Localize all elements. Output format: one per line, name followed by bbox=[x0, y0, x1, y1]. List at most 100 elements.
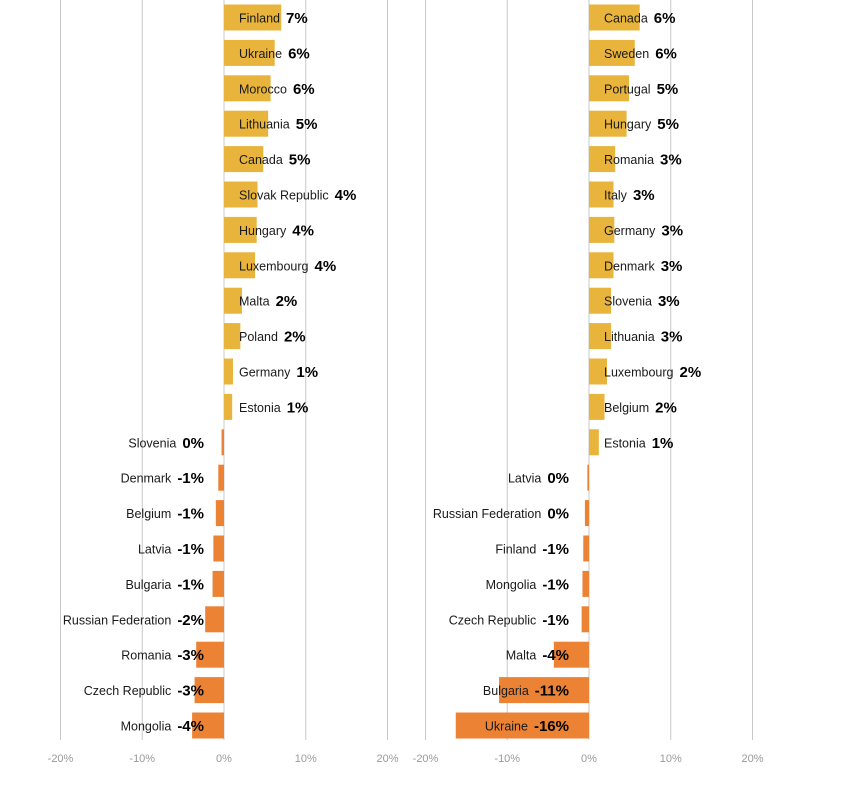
category-label: Finland bbox=[495, 543, 536, 557]
category-label: Sweden bbox=[604, 47, 649, 61]
x-tick-label: -10% bbox=[494, 753, 520, 765]
data-label: -4% bbox=[542, 647, 569, 664]
data-label: 3% bbox=[661, 258, 683, 275]
category-label: Malta bbox=[506, 649, 537, 663]
data-label: 3% bbox=[661, 222, 683, 239]
data-label: 4% bbox=[315, 258, 337, 275]
x-tick-label: 0% bbox=[216, 753, 232, 765]
bar bbox=[192, 712, 224, 739]
bar bbox=[589, 252, 614, 279]
data-label: -1% bbox=[177, 506, 204, 523]
bar bbox=[194, 677, 224, 704]
data-label: -16% bbox=[534, 718, 569, 735]
bar bbox=[224, 4, 282, 31]
data-label: -1% bbox=[542, 612, 569, 629]
category-label: Italy bbox=[604, 189, 628, 203]
bar bbox=[589, 4, 640, 31]
bar bbox=[553, 641, 589, 668]
bar bbox=[583, 535, 589, 562]
bar bbox=[205, 606, 224, 633]
data-label: -3% bbox=[177, 683, 204, 700]
category-label: Germany bbox=[239, 366, 291, 380]
x-tick-label: 20% bbox=[376, 753, 398, 765]
category-label: Malta bbox=[239, 295, 270, 309]
category-label: Luxembourg bbox=[604, 366, 674, 380]
bar bbox=[224, 110, 269, 137]
data-label: -11% bbox=[535, 683, 569, 700]
category-label: Ukraine bbox=[239, 47, 282, 61]
data-label: 5% bbox=[296, 116, 318, 133]
data-label: 5% bbox=[657, 81, 679, 98]
category-label: Belgium bbox=[126, 507, 171, 521]
category-label: Slovenia bbox=[604, 295, 652, 309]
bar bbox=[589, 146, 616, 173]
category-label: Hungary bbox=[239, 224, 287, 238]
category-label: Luxembourg bbox=[239, 259, 309, 273]
x-tick-label: -10% bbox=[129, 753, 155, 765]
category-label: Bulgaria bbox=[125, 578, 171, 592]
bar bbox=[224, 358, 233, 385]
bar bbox=[213, 535, 224, 562]
category-label: Morocco bbox=[239, 82, 287, 96]
category-label: Latvia bbox=[138, 543, 171, 557]
bar bbox=[589, 216, 615, 243]
category-label: Denmark bbox=[604, 259, 655, 273]
category-label: Finland bbox=[239, 12, 280, 26]
data-label: -1% bbox=[177, 470, 204, 487]
data-label: 0% bbox=[547, 470, 569, 487]
bar bbox=[589, 181, 614, 208]
bar bbox=[224, 181, 258, 208]
category-label: Canada bbox=[604, 12, 648, 26]
category-label: Romania bbox=[604, 153, 654, 167]
category-label: Denmark bbox=[121, 472, 172, 486]
data-label: 6% bbox=[654, 10, 676, 27]
bar bbox=[455, 712, 589, 739]
bar bbox=[224, 39, 275, 66]
data-label: 2% bbox=[276, 293, 298, 310]
data-label: 6% bbox=[288, 45, 310, 62]
bar bbox=[224, 323, 241, 350]
category-label: Ukraine bbox=[485, 720, 528, 734]
x-tick-label: 10% bbox=[660, 753, 682, 765]
category-label: Bulgaria bbox=[483, 684, 529, 698]
category-label: Mongolia bbox=[486, 578, 537, 592]
bar bbox=[215, 500, 224, 527]
data-label: 5% bbox=[289, 152, 311, 169]
bar bbox=[224, 252, 256, 279]
x-tick-label: 0% bbox=[581, 753, 597, 765]
x-tick-label: 20% bbox=[741, 753, 763, 765]
data-label: -1% bbox=[177, 541, 204, 558]
bar bbox=[589, 110, 627, 137]
category-label: Canada bbox=[239, 153, 283, 167]
bar bbox=[589, 393, 605, 420]
bar bbox=[224, 393, 233, 420]
chart-panel-left: -20% -10% 0% 10% 20% Finland 7% Ukraine 6% Morocc… bbox=[48, 0, 399, 765]
category-label: Lithuania bbox=[239, 118, 290, 132]
bar bbox=[224, 216, 257, 243]
category-label: Belgium bbox=[604, 401, 649, 415]
category-label: Romania bbox=[121, 649, 171, 663]
data-label: -3% bbox=[177, 647, 204, 664]
category-label: Estonia bbox=[239, 401, 281, 415]
data-label: 1% bbox=[296, 364, 318, 381]
category-label: Slovenia bbox=[128, 436, 176, 450]
data-label: 7% bbox=[286, 10, 308, 27]
data-label: -1% bbox=[542, 541, 569, 558]
bar bbox=[589, 358, 607, 385]
data-label: 3% bbox=[633, 187, 655, 204]
bar bbox=[499, 677, 589, 704]
data-label: 6% bbox=[655, 45, 677, 62]
data-label: 6% bbox=[293, 81, 315, 98]
bar bbox=[589, 39, 635, 66]
data-label: 2% bbox=[655, 399, 677, 416]
chart-panel-right: -20% -10% 0% 10% 20% Canada 6% Sweden 6% Portugal… bbox=[413, 0, 764, 765]
x-tick-label: 10% bbox=[295, 753, 317, 765]
category-label: Hungary bbox=[604, 118, 652, 132]
bar bbox=[584, 500, 589, 527]
category-label: Czech Republic bbox=[84, 684, 172, 698]
data-label: 4% bbox=[335, 187, 357, 204]
category-label: Estonia bbox=[604, 436, 646, 450]
bar bbox=[587, 464, 589, 491]
bar bbox=[196, 641, 224, 668]
